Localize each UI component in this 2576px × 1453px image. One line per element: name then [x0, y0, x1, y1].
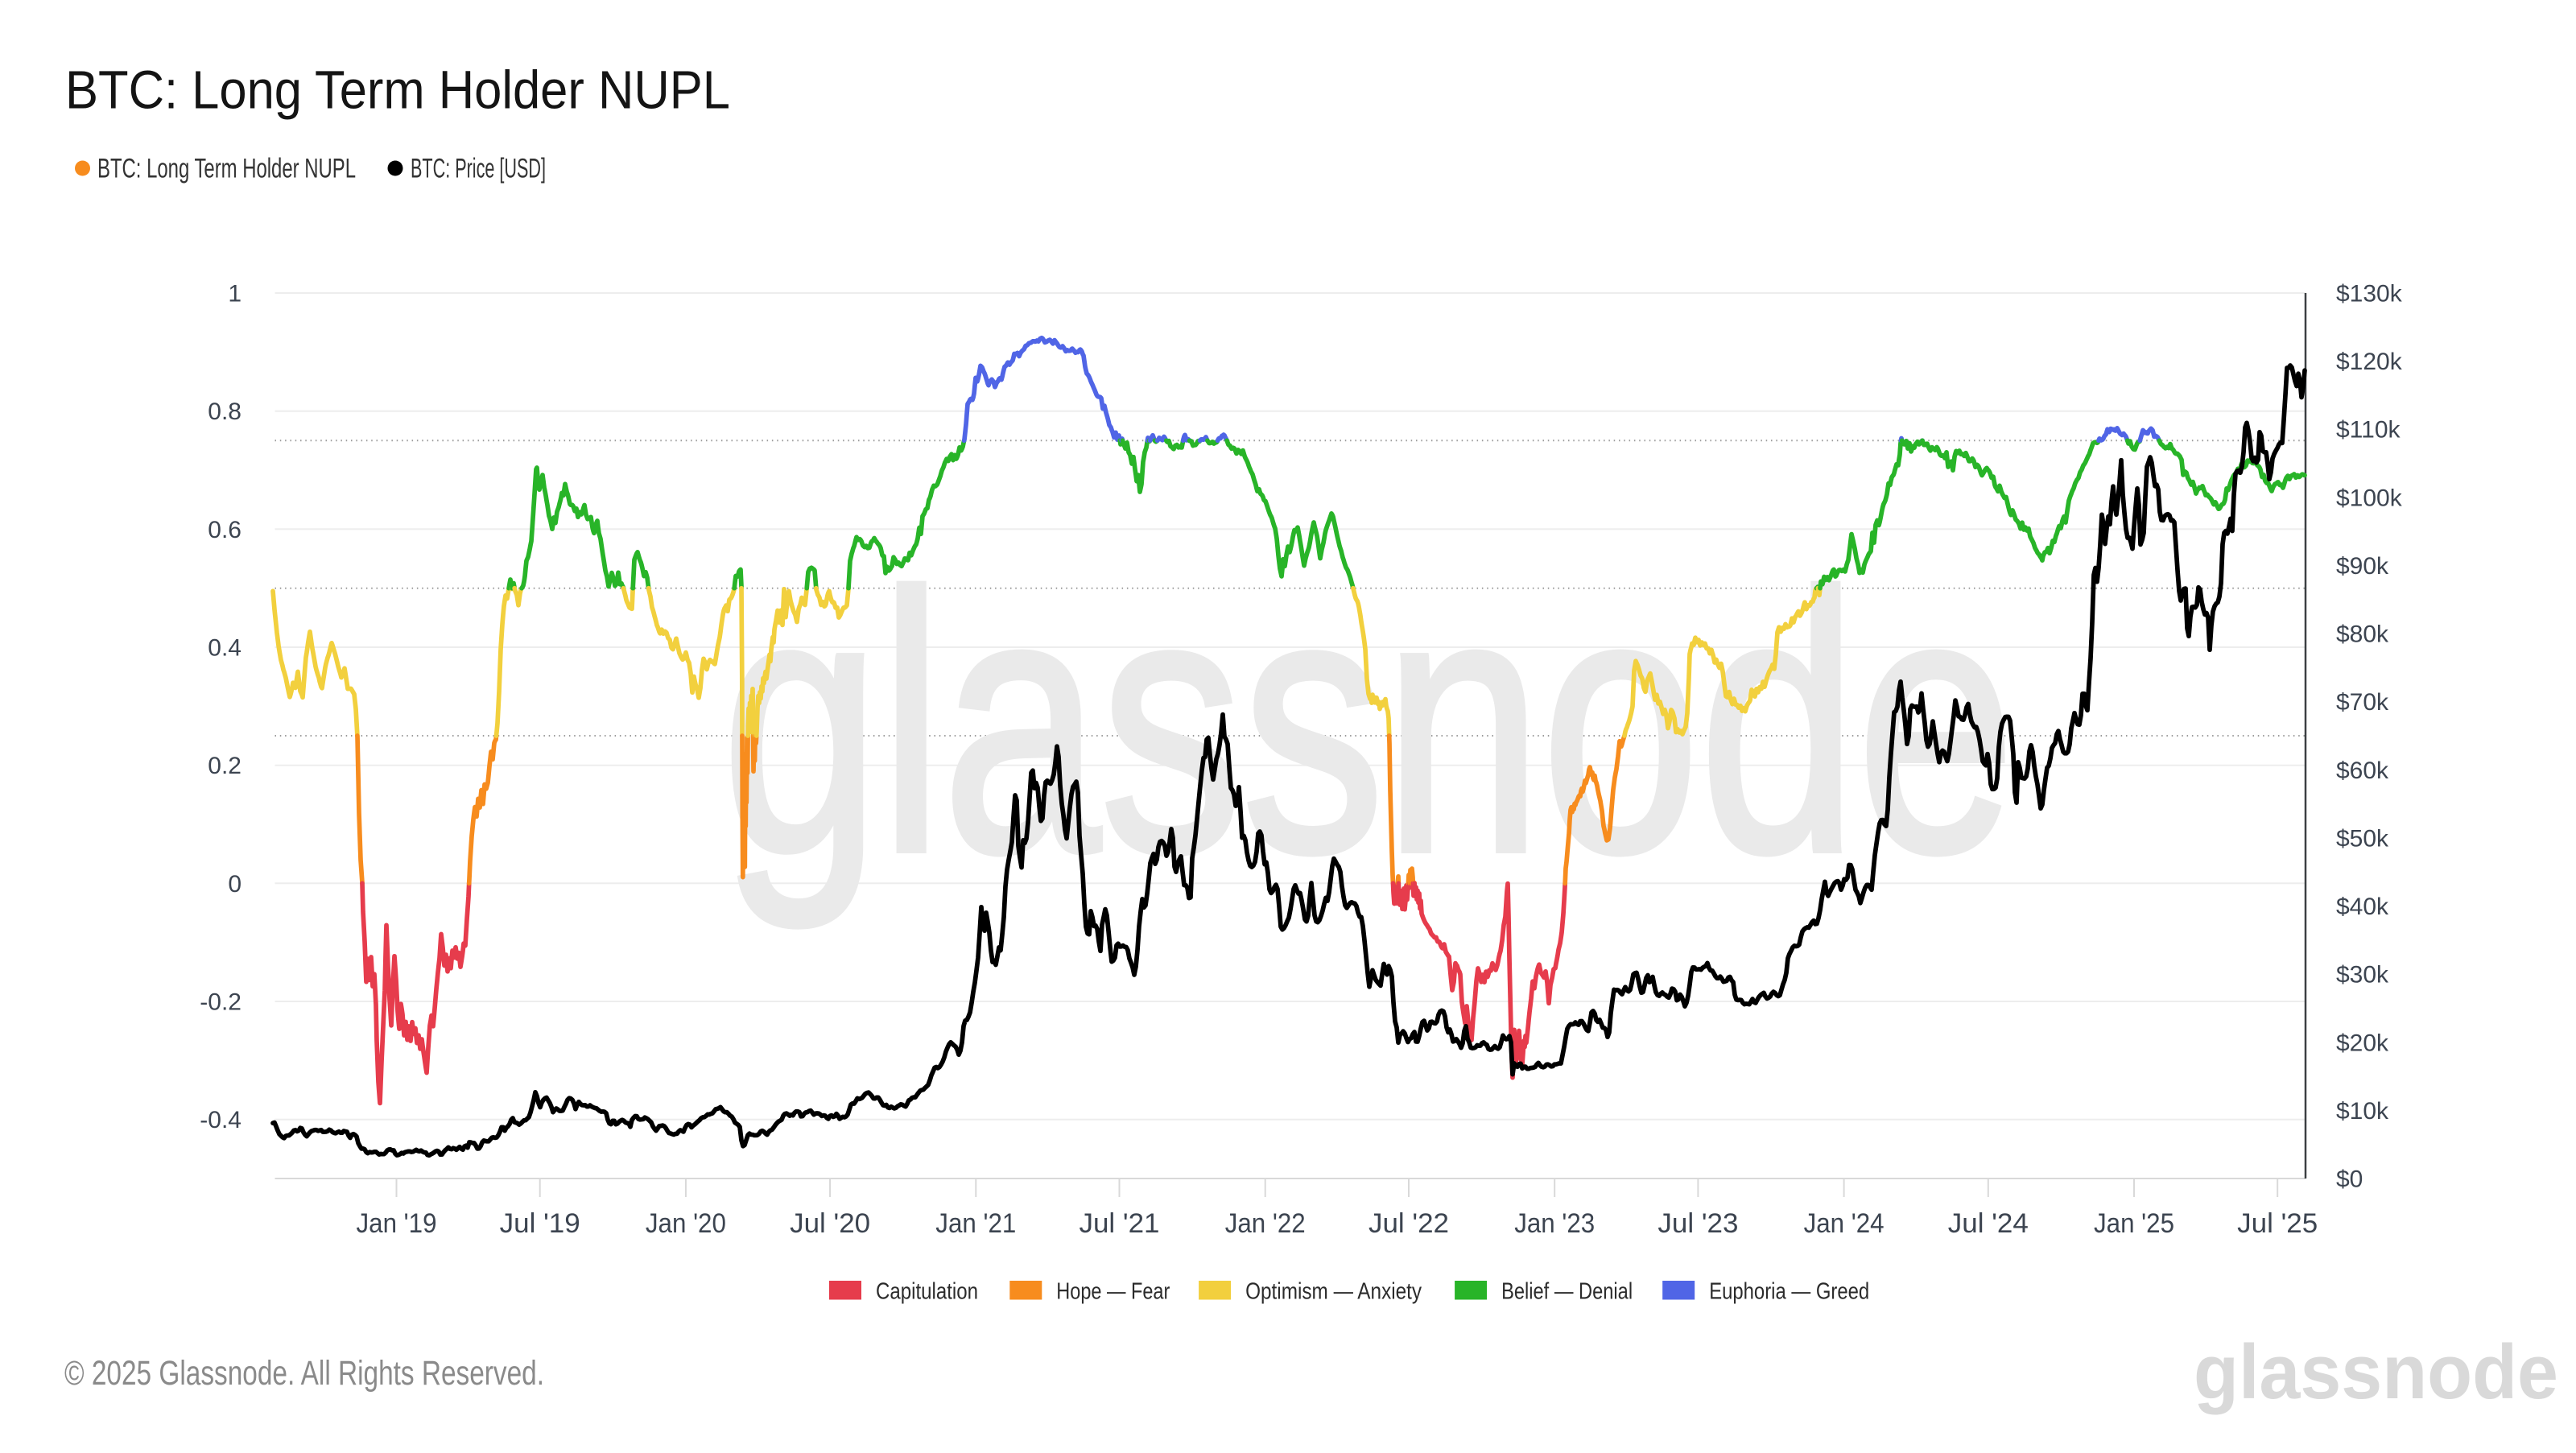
svg-text:$80k: $80k	[2336, 621, 2389, 648]
svg-text:-0.4: -0.4	[200, 1107, 242, 1133]
svg-text:$110k: $110k	[2336, 417, 2401, 444]
svg-text:Jan '22: Jan '22	[1225, 1208, 1306, 1239]
svg-text:0: 0	[228, 871, 242, 898]
svg-text:$130k: $130k	[2336, 281, 2403, 308]
svg-text:$50k: $50k	[2336, 825, 2389, 852]
svg-text:Jan '21: Jan '21	[935, 1208, 1016, 1239]
svg-text:Jul '23: Jul '23	[1657, 1208, 1738, 1239]
svg-text:Jul '22: Jul '22	[1368, 1208, 1449, 1239]
svg-text:Jul '20: Jul '20	[790, 1208, 870, 1239]
svg-text:1: 1	[228, 281, 242, 308]
svg-text:Belief — Denial: Belief — Denial	[1501, 1279, 1633, 1305]
svg-text:glassnode: glassnode	[722, 518, 2015, 931]
svg-text:Jul '21: Jul '21	[1080, 1208, 1160, 1239]
svg-text:Jan '25: Jan '25	[2094, 1208, 2174, 1239]
svg-text:$10k: $10k	[2336, 1098, 2389, 1125]
svg-text:$70k: $70k	[2336, 689, 2389, 716]
svg-text:Jan '23: Jan '23	[1514, 1208, 1595, 1239]
svg-text:BTC: Long Term Holder NUPL: BTC: Long Term Holder NUPL	[97, 154, 356, 184]
svg-text:Jan '19: Jan '19	[357, 1208, 437, 1239]
svg-text:Jul '19: Jul '19	[500, 1208, 580, 1239]
svg-text:BTC: Price [USD]: BTC: Price [USD]	[411, 154, 546, 184]
svg-text:$20k: $20k	[2336, 1030, 2389, 1056]
svg-text:Jul '24: Jul '24	[1948, 1208, 2029, 1239]
svg-text:Capitulation: Capitulation	[876, 1279, 978, 1305]
svg-text:$30k: $30k	[2336, 962, 2389, 989]
svg-text:glassnode: glassnode	[2194, 1329, 2558, 1415]
svg-text:© 2025 Glassnode. All Rights R: © 2025 Glassnode. All Rights Reserved.	[64, 1354, 544, 1393]
svg-text:Optimism — Anxiety: Optimism — Anxiety	[1245, 1279, 1422, 1305]
svg-text:BTC: Long Term Holder NUPL: BTC: Long Term Holder NUPL	[65, 60, 730, 121]
svg-text:Hope — Fear: Hope — Fear	[1056, 1279, 1170, 1305]
svg-text:Euphoria — Greed: Euphoria — Greed	[1709, 1279, 1869, 1305]
svg-text:-0.2: -0.2	[200, 989, 242, 1016]
svg-text:$100k: $100k	[2336, 485, 2403, 511]
svg-text:Jul '25: Jul '25	[2237, 1208, 2318, 1239]
svg-text:$90k: $90k	[2336, 553, 2389, 580]
svg-text:$60k: $60k	[2336, 757, 2389, 784]
svg-text:$0: $0	[2336, 1166, 2363, 1193]
svg-text:$40k: $40k	[2336, 894, 2389, 920]
svg-text:$120k: $120k	[2336, 349, 2403, 375]
svg-text:0.4: 0.4	[208, 635, 242, 662]
svg-text:Jan '24: Jan '24	[1804, 1208, 1885, 1239]
svg-text:0.8: 0.8	[208, 398, 242, 425]
svg-text:0.2: 0.2	[208, 753, 242, 779]
svg-text:Jan '20: Jan '20	[646, 1208, 726, 1239]
svg-text:0.6: 0.6	[208, 517, 242, 543]
